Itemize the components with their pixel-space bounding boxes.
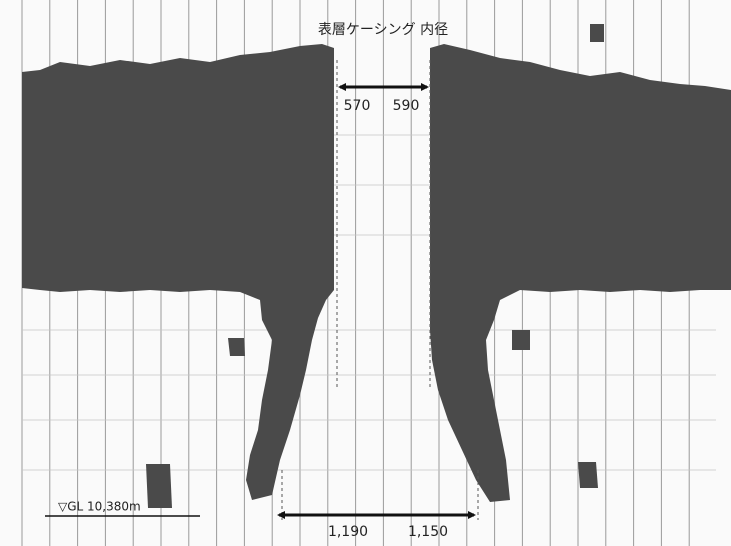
- title: 表層ケーシング 内径: [318, 22, 448, 38]
- borehole-wall-left: [22, 44, 334, 508]
- borehole-wall-right: [430, 24, 731, 502]
- top-right-value: 590: [393, 98, 420, 114]
- bottom-right-value: 1,150: [408, 524, 448, 540]
- top-left-value: 570: [344, 98, 371, 114]
- depth-label: ▽GL 10,380m: [58, 500, 141, 514]
- bottom-left-value: 1,190: [328, 524, 368, 540]
